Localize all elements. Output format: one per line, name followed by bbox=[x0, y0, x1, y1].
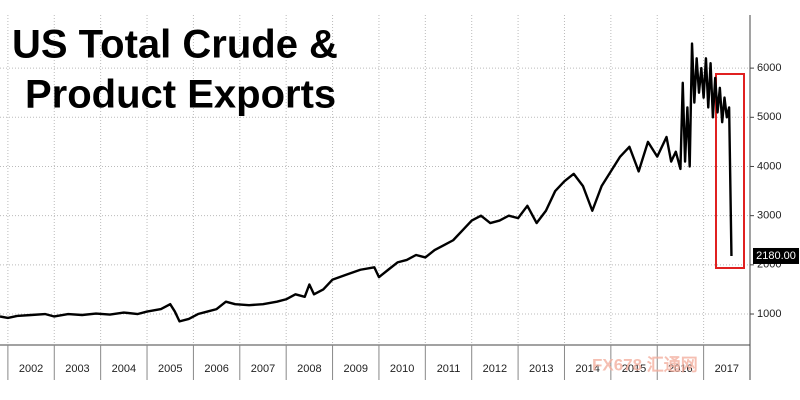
x-tick-label: 2010 bbox=[390, 363, 414, 375]
y-tick-label: 3000 bbox=[757, 210, 781, 222]
value-label: 2180.00 bbox=[756, 250, 796, 262]
x-tick-label: 2006 bbox=[204, 363, 228, 375]
x-tick-label: 2017 bbox=[715, 363, 739, 375]
x-tick-label: 2005 bbox=[158, 363, 182, 375]
x-tick-label: 2012 bbox=[483, 363, 507, 375]
x-tick-label: 2007 bbox=[251, 363, 275, 375]
y-tick-label: 6000 bbox=[757, 62, 781, 74]
x-tick-label: 2013 bbox=[529, 363, 553, 375]
x-tick-label: 2003 bbox=[65, 363, 89, 375]
x-tick-label: 2004 bbox=[112, 363, 136, 375]
line bbox=[0, 42, 733, 323]
x-tick-label: 2016 bbox=[668, 363, 692, 375]
x-tick-label: 2002 bbox=[19, 363, 43, 375]
watermark: FX678 汇通网 bbox=[592, 355, 698, 374]
highlight-box bbox=[715, 73, 745, 269]
value-label-box bbox=[753, 247, 799, 264]
chart-title: US Total Crude & bbox=[12, 23, 338, 67]
y-tick-label: 4000 bbox=[757, 160, 781, 172]
x-tick-label: 2015 bbox=[622, 363, 646, 375]
x-tick-label: 2011 bbox=[437, 363, 461, 375]
x-tick-label: 2014 bbox=[575, 363, 599, 375]
y-tick-label: 5000 bbox=[757, 111, 781, 123]
x-tick-label: 2009 bbox=[344, 363, 368, 375]
x-tick-label: 2008 bbox=[297, 363, 321, 375]
chart-title: Product Exports bbox=[25, 73, 336, 117]
y-tick-label: 1000 bbox=[757, 308, 781, 320]
